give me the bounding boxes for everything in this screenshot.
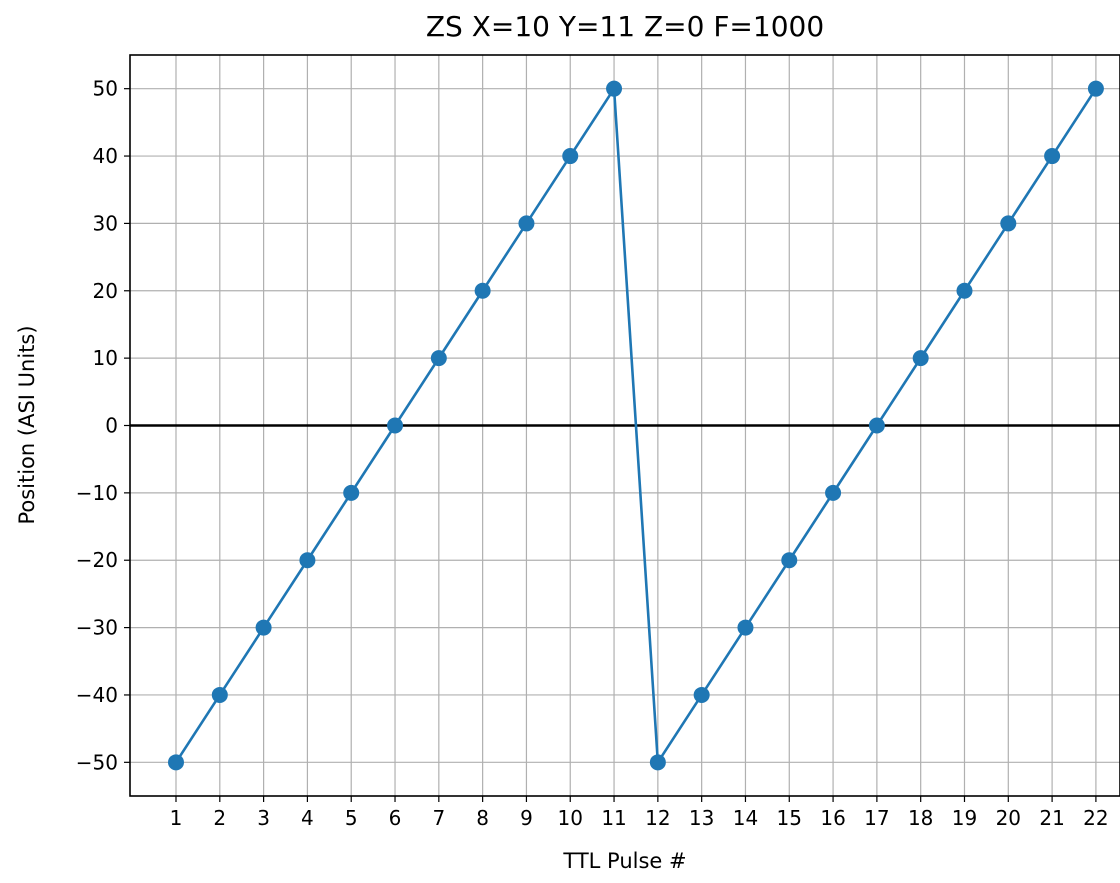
y-tick-label: 50 xyxy=(93,77,118,101)
data-point xyxy=(562,148,579,165)
x-axis-ticks: 1 2 3 4 5 6 7 8 9 10 11 12 13 14 15 16 17 18 19 20 21 22 xyxy=(170,796,1109,830)
x-tick-label: 14 xyxy=(733,806,758,830)
x-tick-label: 8 xyxy=(476,806,489,830)
data-point xyxy=(255,619,272,636)
data-point xyxy=(299,552,316,569)
y-tick-label: 0 xyxy=(105,414,118,438)
x-tick-label: 9 xyxy=(520,806,533,830)
x-tick-label: 18 xyxy=(908,806,933,830)
data-point xyxy=(825,484,842,501)
x-tick-label: 12 xyxy=(645,806,670,830)
data-point xyxy=(167,754,184,771)
x-tick-label: 15 xyxy=(777,806,802,830)
y-tick-label: −20 xyxy=(76,548,118,572)
x-tick-label: 16 xyxy=(820,806,845,830)
data-point xyxy=(693,686,710,703)
data-point xyxy=(387,417,404,434)
x-tick-label: 4 xyxy=(301,806,314,830)
y-tick-label: −10 xyxy=(76,481,118,505)
data-point xyxy=(649,754,666,771)
chart-title: ZS X=10 Y=11 Z=0 F=1000 xyxy=(426,10,824,43)
x-axis-label: TTL Pulse # xyxy=(562,849,686,873)
y-tick-label: −30 xyxy=(76,616,118,640)
x-tick-label: 6 xyxy=(389,806,402,830)
series-line xyxy=(174,87,1097,764)
data-point xyxy=(912,350,929,367)
data-point xyxy=(737,619,754,636)
x-tick-label: 17 xyxy=(864,806,889,830)
data-point xyxy=(343,484,360,501)
y-tick-label: 40 xyxy=(93,144,118,168)
data-point xyxy=(1000,215,1017,232)
y-tick-label: 30 xyxy=(93,211,118,235)
x-tick-label: 10 xyxy=(558,806,583,830)
data-point xyxy=(956,282,973,299)
data-point xyxy=(868,417,885,434)
x-tick-label: 7 xyxy=(432,806,445,830)
data-point xyxy=(211,686,228,703)
x-tick-label: 20 xyxy=(996,806,1021,830)
series-group xyxy=(167,80,1104,771)
data-point xyxy=(1087,80,1104,97)
y-axis-label: Position (ASI Units) xyxy=(15,325,39,524)
data-point xyxy=(606,80,623,97)
y-tick-label: −40 xyxy=(76,683,118,707)
y-axis-ticks: −50 −40 −30 −20 −10 0 10 20 30 40 50 xyxy=(76,77,130,774)
x-tick-label: 3 xyxy=(257,806,270,830)
x-tick-label: 1 xyxy=(170,806,183,830)
data-point xyxy=(430,350,447,367)
y-tick-label: 10 xyxy=(93,346,118,370)
x-tick-label: 22 xyxy=(1083,806,1108,830)
y-tick-label: 20 xyxy=(93,279,118,303)
x-tick-label: 11 xyxy=(601,806,626,830)
data-point xyxy=(474,282,491,299)
data-point xyxy=(781,552,798,569)
data-point xyxy=(518,215,535,232)
x-tick-label: 2 xyxy=(213,806,226,830)
x-tick-label: 5 xyxy=(345,806,358,830)
x-tick-label: 21 xyxy=(1039,806,1064,830)
y-tick-label: −50 xyxy=(76,750,118,774)
data-point xyxy=(1044,148,1061,165)
x-tick-label: 13 xyxy=(689,806,714,830)
x-tick-label: 19 xyxy=(952,806,977,830)
